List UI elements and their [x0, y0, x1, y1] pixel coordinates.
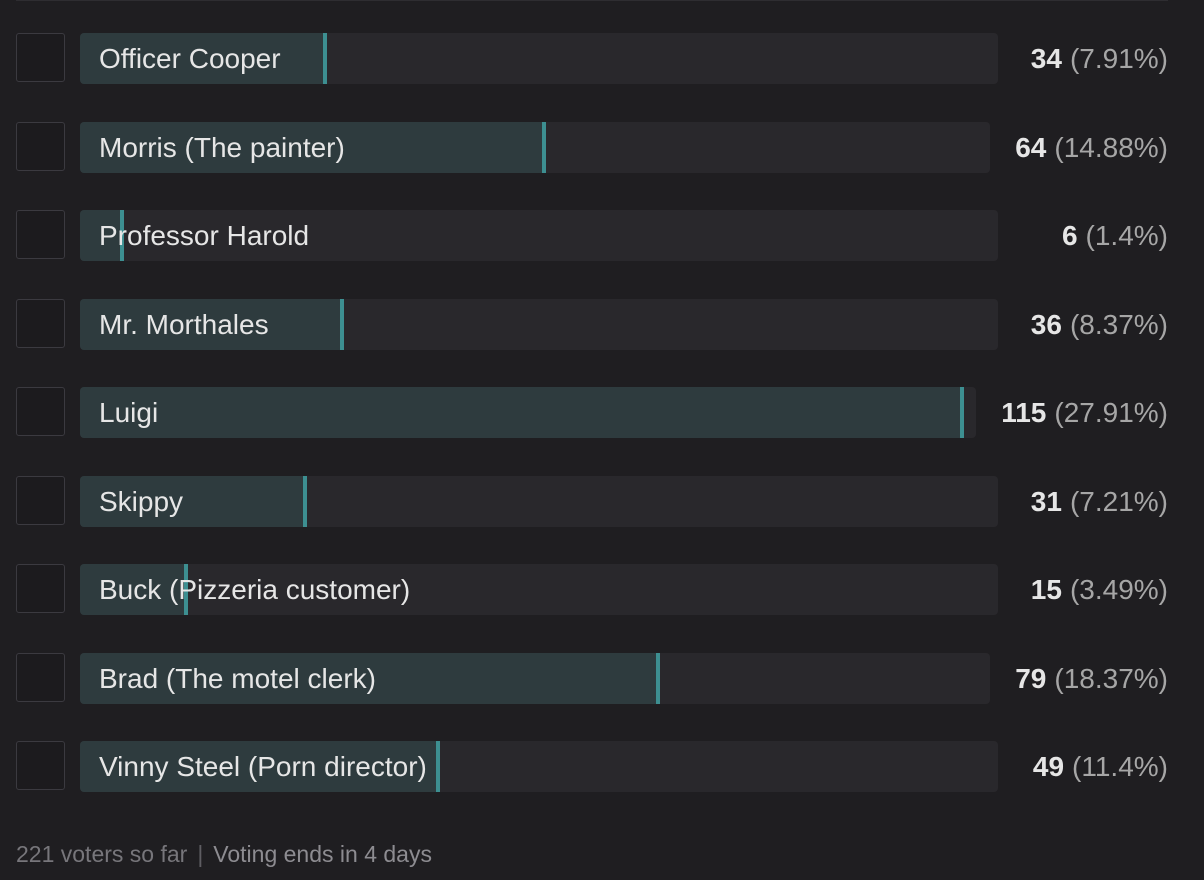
option-vote-count: 64	[1015, 131, 1047, 163]
option-bar[interactable]: Vinny Steel (Porn director)	[80, 741, 998, 792]
option-stats: 15 (3.49%)	[1031, 563, 1168, 617]
option-vote-percent: (27.91%)	[1054, 397, 1168, 428]
option-label: Morris (The painter)	[99, 131, 345, 163]
option-stats: 34 (7.91%)	[1031, 32, 1168, 86]
option-stats: 64 (14.88%)	[1015, 121, 1168, 175]
option-vote-count: 36	[1030, 308, 1062, 340]
option-label: Officer Cooper	[99, 43, 281, 74]
option-checkbox[interactable]	[16, 298, 65, 348]
option-label: Luigi	[99, 397, 159, 428]
poll-option: Professor Harold 6 (1.4%)	[0, 209, 1204, 263]
option-checkbox[interactable]	[16, 741, 65, 790]
option-stats: 6 (1.4%)	[1062, 209, 1168, 263]
voter-count: 221 voters so far	[16, 841, 188, 867]
option-bar[interactable]: Officer Cooper	[80, 33, 998, 84]
option-vote-percent: (7.21%)	[1069, 485, 1168, 517]
option-vote-percent: (11.4%)	[1072, 751, 1168, 782]
option-vote-count: 15	[1030, 574, 1062, 605]
option-bar[interactable]: Skippy	[80, 475, 998, 527]
option-bar[interactable]: Morris (The painter)	[80, 121, 990, 173]
poll-option: Skippy 31 (7.21%)	[0, 475, 1204, 529]
option-checkbox[interactable]	[16, 652, 65, 702]
option-stats: 49 (11.4%)	[1033, 740, 1168, 794]
option-bar-fill	[80, 387, 964, 438]
option-checkbox[interactable]	[16, 210, 65, 259]
option-bar-fill	[80, 475, 307, 527]
option-bar-fill	[80, 564, 188, 615]
option-vote-count: 31	[1030, 485, 1062, 517]
poll-option: Brad (The motel clerk) 79 (18.37%)	[0, 652, 1204, 706]
option-stats: 36 (8.37%)	[1031, 298, 1168, 352]
option-vote-count: 115	[1001, 397, 1047, 428]
option-checkbox[interactable]	[16, 121, 65, 171]
option-bar-fill	[80, 298, 344, 350]
option-vote-percent: (8.37%)	[1069, 308, 1168, 340]
option-bar-fill	[80, 741, 440, 792]
option-vote-percent: (1.4%)	[1085, 220, 1168, 251]
option-checkbox[interactable]	[16, 387, 65, 436]
option-label: Mr. Morthales	[99, 308, 269, 340]
option-label: Brad (The motel clerk)	[99, 662, 376, 694]
poll-options: Officer Cooper 34 (7.91%) Morris (The paint…	[0, 32, 1204, 829]
poll-option: Morris (The painter) 64 (14.88%)	[0, 121, 1204, 175]
option-bar-fill	[80, 210, 124, 261]
poll-option: Vinny Steel (Porn director) 49 (11.4%)	[0, 740, 1204, 794]
poll-option: Buck (Pizzeria customer) 15 (3.49%)	[0, 563, 1204, 617]
option-bar[interactable]: Professor Harold	[80, 210, 998, 261]
option-vote-percent: (7.91%)	[1069, 43, 1168, 74]
poll-option: Mr. Morthales 36 (8.37%)	[0, 298, 1204, 352]
option-bar-fill	[80, 652, 660, 704]
option-vote-count: 6	[1061, 220, 1078, 251]
poll-option: Officer Cooper 34 (7.91%)	[0, 32, 1204, 86]
poll-footer: 221 voters so far | Voting ends in 4 days	[16, 841, 432, 868]
option-vote-count: 49	[1032, 751, 1065, 782]
option-bar[interactable]: Brad (The motel clerk)	[80, 652, 990, 704]
option-label: Professor Harold	[99, 220, 310, 251]
option-vote-count: 79	[1015, 662, 1047, 694]
option-stats: 31 (7.21%)	[1031, 475, 1168, 529]
top-divider	[16, 0, 1168, 1]
option-bar-fill	[80, 33, 327, 84]
option-vote-percent: (3.49%)	[1069, 574, 1168, 605]
option-stats: 115 (27.91%)	[1001, 386, 1168, 440]
option-label: Buck (Pizzeria customer)	[99, 574, 411, 605]
voting-deadline: Voting ends in 4 days	[213, 841, 432, 867]
option-label: Skippy	[99, 485, 184, 517]
option-stats: 79 (18.37%)	[1015, 652, 1168, 706]
option-vote-count: 34	[1030, 43, 1062, 74]
option-checkbox[interactable]	[16, 475, 65, 525]
option-checkbox[interactable]	[16, 33, 65, 82]
option-bar-fill	[80, 121, 546, 173]
poll-option: Luigi 115 (27.91%)	[0, 386, 1204, 440]
option-vote-percent: (14.88%)	[1054, 131, 1168, 163]
footer-separator: |	[197, 841, 204, 867]
option-bar[interactable]: Luigi	[80, 387, 976, 438]
option-bar[interactable]: Mr. Morthales	[80, 298, 998, 350]
option-checkbox[interactable]	[16, 564, 65, 613]
option-label: Vinny Steel (Porn director)	[99, 751, 427, 782]
option-vote-percent: (18.37%)	[1054, 662, 1168, 694]
option-bar[interactable]: Buck (Pizzeria customer)	[80, 564, 998, 615]
